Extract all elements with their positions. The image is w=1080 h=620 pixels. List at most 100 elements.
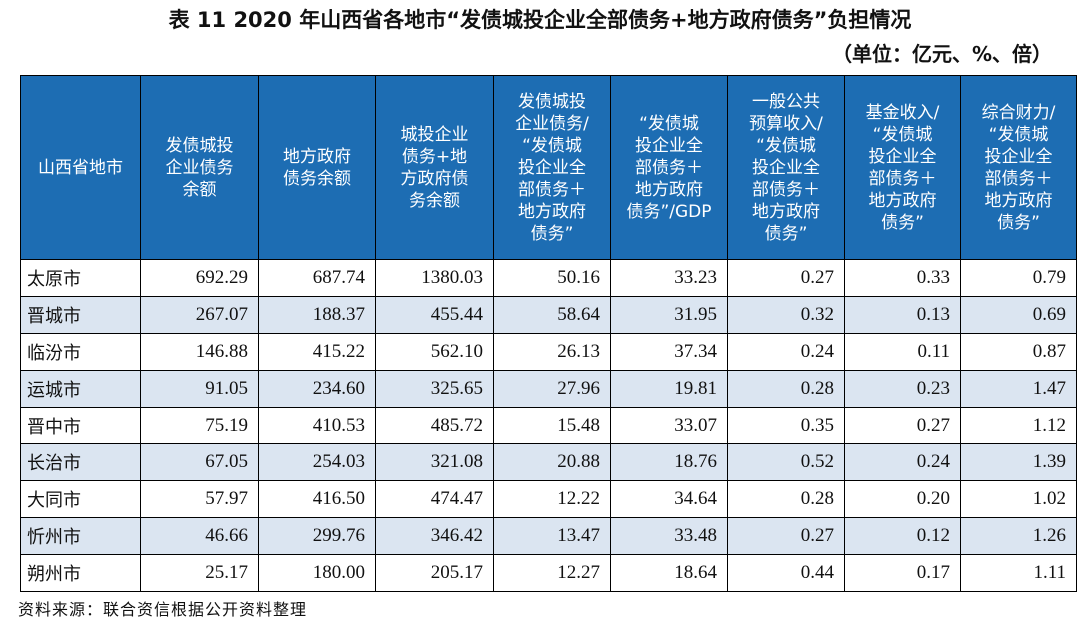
value-cell: 12.22	[493, 480, 611, 519]
city-cell: 晋中市	[20, 406, 141, 445]
header-line: “发债城	[872, 124, 933, 145]
table-row: 朔州市 25.17 180.00 205.17 12.27 18.64 0.44 0.17 1.…	[20, 554, 1077, 593]
value-cell: 299.76	[258, 517, 376, 556]
column-header: 综合财力/“发债城 投企业全 部债务＋ 地方政府 债务”	[960, 75, 1077, 260]
header-line: 债务余额	[283, 168, 351, 189]
value-cell: 0.87	[960, 332, 1077, 371]
value-cell: 0.44	[727, 554, 845, 593]
value-cell: 37.34	[610, 332, 728, 371]
header-line: 地方政府	[984, 190, 1053, 211]
column-header: 发债城投 企业债务 余额	[140, 75, 259, 260]
value-cell: 58.64	[493, 295, 611, 334]
value-cell: 474.47	[375, 480, 494, 519]
unit-note: （单位：亿元、%、倍）	[831, 42, 1052, 66]
value-cell: 416.50	[258, 480, 376, 519]
header-line: 务余额	[409, 190, 460, 211]
value-cell: 0.24	[727, 332, 845, 371]
value-cell: 0.28	[727, 369, 845, 408]
header-line: 地方政府	[752, 201, 820, 222]
value-cell: 0.27	[844, 406, 961, 445]
city-cell: 朔州市	[20, 554, 141, 593]
table-row: 运城市 91.05 234.60 325.65 27.96 19.81 0.28 0.23 1.…	[20, 369, 1077, 408]
value-cell: 0.79	[960, 259, 1077, 297]
debt-table: 山西省地市 发债城投 企业债务 余额 地方政府 债务余额 城投企业 债务+地 方政府债 务余额 发债…	[20, 75, 1077, 593]
value-cell: 692.29	[140, 259, 259, 297]
header-line: 债务”	[881, 212, 924, 233]
header-line: “发债城	[522, 135, 582, 156]
header-line: 地方政府	[868, 190, 937, 211]
value-cell: 346.42	[375, 517, 494, 556]
header-line: 预算收入/	[749, 113, 823, 134]
value-cell: 75.19	[140, 406, 259, 445]
value-cell: 33.23	[610, 259, 728, 297]
value-cell: 0.52	[727, 443, 845, 482]
value-cell: 67.05	[140, 443, 259, 482]
value-cell: 0.24	[844, 443, 961, 482]
value-cell: 1.47	[960, 369, 1077, 408]
value-cell: 687.74	[258, 259, 376, 297]
column-header: 发债城投 企业债务/“发债城 投企业全 部债务＋ 地方政府 债务”	[493, 75, 611, 260]
table-body: 太原市 692.29 687.74 1380.03 50.16 33.23 0.27 0.33…	[20, 259, 1077, 593]
city-cell: 运城市	[20, 369, 141, 408]
header-line: 投企业全	[984, 146, 1053, 167]
value-cell: 0.28	[727, 480, 845, 519]
value-cell: 1.39	[960, 443, 1077, 482]
value-cell: 19.81	[610, 369, 728, 408]
table-row: 长治市 67.05 254.03 321.08 20.88 18.76 0.52 0.24 1.…	[20, 443, 1077, 482]
table-row: 大同市 57.97 416.50 474.47 12.22 34.64 0.28 0.20 1.…	[20, 480, 1077, 519]
value-cell: 0.35	[727, 406, 845, 445]
value-cell: 33.48	[610, 517, 728, 556]
table-row: 忻州市 46.66 299.76 346.42 13.47 33.48 0.27 0.12 1.…	[20, 517, 1077, 556]
column-header: 地方政府 债务余额	[258, 75, 376, 260]
table-row: 临汾市 146.88 415.22 562.10 26.13 37.34 0.24 0.11 0…	[20, 332, 1077, 371]
header-line: 部债务＋	[518, 179, 586, 200]
value-cell: 0.11	[844, 332, 961, 371]
source-note: 资料来源：联合资信根据公开资料整理	[18, 600, 308, 619]
table-row: 太原市 692.29 687.74 1380.03 50.16 33.23 0.27 0.33…	[20, 259, 1077, 297]
header-line: 地方政府	[635, 179, 703, 200]
table-row: 晋中市 75.19 410.53 485.72 15.48 33.07 0.35 0.27 1.…	[20, 406, 1077, 445]
value-cell: 485.72	[375, 406, 494, 445]
header-line: “发债城	[639, 113, 699, 134]
value-cell: 27.96	[493, 369, 611, 408]
value-cell: 18.64	[610, 554, 728, 593]
value-cell: 562.10	[375, 332, 494, 371]
header-line: 基金收入/	[865, 102, 940, 123]
value-cell: 1.26	[960, 517, 1077, 556]
city-cell: 太原市	[20, 259, 141, 297]
header-line: 企业债务/	[515, 113, 589, 134]
header-line: 部债务＋	[635, 157, 703, 178]
header-line: 发债城投	[165, 135, 234, 156]
value-cell: 0.20	[844, 480, 961, 519]
header-line: 投企业全	[752, 157, 820, 178]
value-cell: 1380.03	[375, 259, 494, 297]
value-cell: 0.27	[727, 259, 845, 297]
header-line: 一般公共	[752, 91, 820, 112]
header-line: 城投企业	[400, 124, 469, 145]
header-line: 部债务＋	[752, 179, 820, 200]
header-line: 企业债务	[165, 157, 234, 178]
header-line: “发债城	[988, 124, 1049, 145]
value-cell: 0.33	[844, 259, 961, 297]
city-cell: 晋城市	[20, 295, 141, 334]
value-cell: 26.13	[493, 332, 611, 371]
value-cell: 188.37	[258, 295, 376, 334]
table-title: 表 11 2020 年山西省各地市“发债城投企业全部债务+地方政府债务”负担情况	[168, 8, 912, 32]
value-cell: 0.13	[844, 295, 961, 334]
header-line: 山西省地市	[38, 157, 123, 178]
value-cell: 25.17	[140, 554, 259, 593]
value-cell: 234.60	[258, 369, 376, 408]
value-cell: 31.95	[610, 295, 728, 334]
value-cell: 12.27	[493, 554, 611, 593]
value-cell: 180.00	[258, 554, 376, 593]
column-header: 一般公共 预算收入/“发债城 投企业全 部债务＋ 地方政府 债务”	[727, 75, 845, 260]
value-cell: 13.47	[493, 517, 611, 556]
value-cell: 0.69	[960, 295, 1077, 334]
header-line: 地方政府	[283, 146, 351, 167]
city-cell: 临汾市	[20, 332, 141, 371]
column-header: “发债城 投企业全 部债务＋ 地方政府 债务”/GDP	[610, 75, 728, 260]
header-line: 余额	[182, 179, 217, 200]
column-header: 山西省地市	[20, 75, 141, 260]
value-cell: 455.44	[375, 295, 494, 334]
